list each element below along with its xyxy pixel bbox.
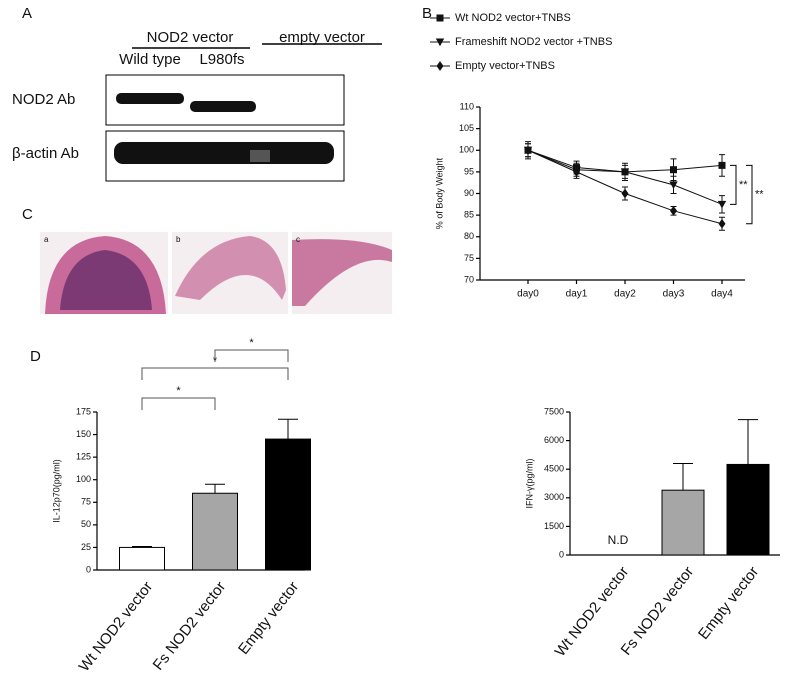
error-bar [673, 462, 693, 491]
tissue [60, 250, 152, 310]
blot-group: empty vector [279, 29, 365, 46]
marker [573, 166, 580, 177]
x-tick-label: day0 [517, 289, 539, 300]
y-tick-label: 75 [464, 253, 474, 263]
blot-lane: Wild type [119, 51, 181, 68]
sig-bracket [746, 164, 753, 225]
y-tick-label: 7500 [544, 406, 564, 416]
x-tick-label: day3 [663, 289, 685, 300]
sig-bracket [730, 164, 737, 205]
sig-label: * [249, 337, 254, 349]
y-tick-label: 100 [459, 145, 474, 155]
image-label: b [176, 235, 181, 244]
bar [119, 546, 165, 571]
tissue [175, 236, 286, 300]
blot-band [116, 93, 184, 104]
y-axis-label: IFN-γ(pg/ml) [524, 459, 534, 509]
bar [265, 438, 311, 571]
y-tick-label: 6000 [544, 435, 564, 445]
legend-marker [436, 61, 444, 71]
error-bar [205, 483, 225, 494]
y-tick-label: 75 [81, 497, 91, 507]
marker [621, 188, 629, 199]
y-axis-label: IL-12p70(pg/ml) [51, 459, 61, 523]
blot-row: β-actin Ab [12, 145, 79, 162]
panel-label: D [30, 348, 41, 365]
y-tick-label: 0 [559, 549, 564, 559]
bar [192, 492, 238, 571]
y-tick-label: 50 [81, 519, 91, 529]
blot-box [105, 74, 345, 126]
y-tick-label: 175 [76, 406, 91, 416]
image-label: c [296, 235, 300, 244]
x-tick-label: Empty vector [235, 578, 302, 657]
x-tick-label: Empty vector [695, 563, 762, 642]
error-bar [278, 418, 298, 440]
y-axis-label: % of Body Weight [434, 157, 444, 229]
legend-label: Wt NOD2 vector+TNBS [455, 12, 571, 24]
error-bar [132, 546, 152, 548]
x-tick-label: Fs NOD2 vector [618, 563, 698, 658]
marker [670, 205, 677, 216]
marker [670, 166, 677, 174]
x-tick-label: day1 [566, 289, 588, 300]
nd-label: N.D [608, 533, 629, 547]
sig-label: * [176, 385, 181, 397]
histology: a b c [40, 232, 392, 314]
x-tick-label: Wt NOD2 vector [76, 578, 157, 675]
bar [661, 489, 705, 556]
marker [669, 181, 678, 190]
blot-band [250, 150, 270, 162]
y-tick-label: 1500 [544, 521, 564, 531]
sig-label: ** [739, 179, 748, 191]
y-tick-label: 110 [460, 101, 474, 111]
sig-bracket [141, 397, 216, 410]
panel-label: B [422, 5, 432, 22]
tissue [292, 239, 392, 306]
y-tick-label: 4500 [544, 464, 564, 474]
y-tick-label: 80 [464, 231, 474, 241]
error-bar [738, 419, 758, 465]
y-tick-label: 90 [464, 188, 474, 198]
legend-marker [436, 14, 444, 22]
legend-label: Empty vector+TNBS [455, 60, 555, 72]
marker [718, 161, 726, 169]
blot-band [190, 101, 256, 112]
marker [524, 145, 532, 156]
x-tick-label: day2 [614, 289, 636, 300]
y-tick-label: 100 [76, 474, 91, 484]
legend-marker [435, 38, 445, 47]
blot-lane: L980fs [199, 51, 244, 68]
bar [726, 463, 770, 556]
x-tick-label: Fs NOD2 vector [150, 578, 230, 673]
y-tick-label: 125 [76, 452, 91, 462]
y-tick-label: 70 [464, 274, 474, 284]
x-tick-label: day4 [711, 289, 733, 300]
y-tick-label: 3000 [544, 492, 564, 502]
y-tick-label: 150 [76, 429, 91, 439]
y-tick-label: 105 [459, 123, 474, 133]
legend-label: Frameshift NOD2 vector +TNBS [455, 36, 612, 48]
y-tick-label: 0 [86, 564, 91, 574]
image-label: a [44, 235, 49, 244]
sig-label: ** [755, 188, 764, 200]
marker [718, 218, 726, 229]
marker [717, 200, 727, 209]
panel-label: A [22, 5, 32, 22]
y-tick-label: 95 [464, 166, 474, 176]
sig-bracket [214, 349, 289, 362]
sig-bracket [141, 367, 289, 380]
blot-box [105, 130, 345, 182]
blot-group: NOD2 vector [147, 29, 234, 46]
panel-label: C [22, 206, 33, 223]
blot-row: NOD2 Ab [12, 91, 75, 108]
blot-band [114, 142, 334, 164]
y-tick-label: 25 [81, 542, 91, 552]
marker [620, 168, 630, 177]
y-tick-label: 85 [464, 210, 474, 220]
